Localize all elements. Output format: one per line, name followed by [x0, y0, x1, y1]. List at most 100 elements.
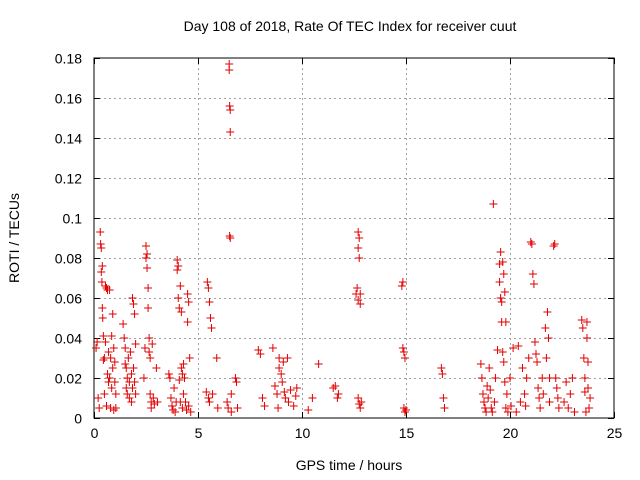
data-point — [539, 390, 548, 398]
data-point — [497, 298, 506, 306]
data-point — [355, 254, 364, 262]
data-point — [534, 384, 543, 392]
data-point — [178, 404, 187, 412]
data-point — [484, 394, 493, 402]
data-point — [514, 342, 523, 350]
data-point — [578, 324, 587, 332]
data-point — [109, 406, 118, 414]
x-axis-label: GPS time / hours — [296, 457, 403, 473]
data-point — [180, 374, 189, 382]
data-point — [139, 374, 148, 382]
data-point — [170, 384, 179, 392]
grid-lines — [94, 58, 614, 418]
data-point — [178, 370, 187, 378]
data-point — [176, 282, 185, 290]
data-point — [223, 398, 232, 406]
data-point — [500, 378, 509, 386]
data-point — [127, 370, 136, 378]
data-point — [166, 394, 175, 402]
data-point — [148, 340, 157, 348]
data-point — [111, 390, 120, 398]
data-point — [260, 402, 269, 410]
data-point — [175, 376, 184, 384]
data-point — [551, 374, 560, 382]
data-point — [304, 406, 313, 414]
data-point — [174, 294, 183, 302]
data-point — [499, 270, 508, 278]
data-point — [542, 354, 551, 362]
x-tick-label: 5 — [195, 425, 203, 441]
data-point — [518, 364, 527, 372]
data-point — [480, 398, 488, 406]
data-point — [124, 354, 133, 362]
data-point — [94, 394, 103, 402]
data-point — [532, 350, 540, 358]
data-point — [182, 406, 191, 414]
data-point — [544, 334, 553, 342]
data-point — [130, 378, 139, 386]
data-point — [202, 388, 211, 396]
data-point — [273, 390, 282, 398]
data-point — [584, 358, 592, 366]
data-point — [535, 394, 544, 402]
data-point — [121, 344, 130, 352]
data-point — [331, 382, 340, 390]
data-point — [183, 290, 192, 298]
data-point — [164, 370, 173, 378]
data-point — [553, 394, 562, 402]
data-point — [500, 288, 509, 296]
data-point — [149, 394, 158, 402]
data-point — [256, 350, 265, 358]
data-point — [184, 298, 193, 306]
data-point — [538, 374, 547, 382]
data-point — [102, 402, 111, 410]
data-point — [103, 370, 112, 378]
x-axis-tick-labels: 0 5 10 15 20 25 — [91, 425, 623, 441]
data-point — [314, 360, 323, 368]
data-point — [203, 278, 212, 286]
data-point — [274, 404, 283, 412]
y-tick-label: 0.12 — [55, 171, 82, 187]
data-point — [225, 66, 234, 74]
data-point — [493, 346, 502, 354]
data-point — [279, 358, 288, 366]
data-point — [169, 406, 178, 414]
data-point — [146, 354, 155, 362]
data-point — [562, 378, 571, 386]
data-point — [333, 394, 342, 402]
data-point — [101, 282, 110, 290]
y-tick-label: 0 — [74, 411, 82, 427]
data-point — [277, 370, 286, 378]
data-point — [284, 398, 293, 406]
data-point — [179, 360, 188, 368]
data-point — [99, 332, 108, 340]
data-point — [439, 394, 448, 402]
data-point — [582, 318, 591, 326]
data-point — [144, 304, 153, 312]
data-point — [131, 390, 140, 398]
data-point — [354, 228, 363, 236]
data-point — [105, 286, 114, 294]
data-point — [308, 394, 317, 402]
data-point — [521, 402, 530, 410]
data-point — [527, 240, 536, 248]
data-point — [291, 392, 300, 400]
x-tick-label: 25 — [607, 425, 623, 441]
data-point — [179, 390, 188, 398]
data-point — [549, 242, 558, 250]
data-point — [520, 390, 529, 398]
data-point — [98, 262, 107, 270]
data-point — [399, 348, 408, 356]
data-point — [437, 364, 446, 372]
data-point — [232, 378, 241, 386]
data-point — [145, 334, 154, 342]
data-point — [130, 310, 139, 318]
data-point — [292, 384, 301, 392]
data-point — [268, 344, 277, 352]
data-point — [110, 378, 119, 386]
data-point — [560, 398, 569, 406]
data-point — [185, 354, 194, 362]
data-point — [584, 384, 592, 392]
